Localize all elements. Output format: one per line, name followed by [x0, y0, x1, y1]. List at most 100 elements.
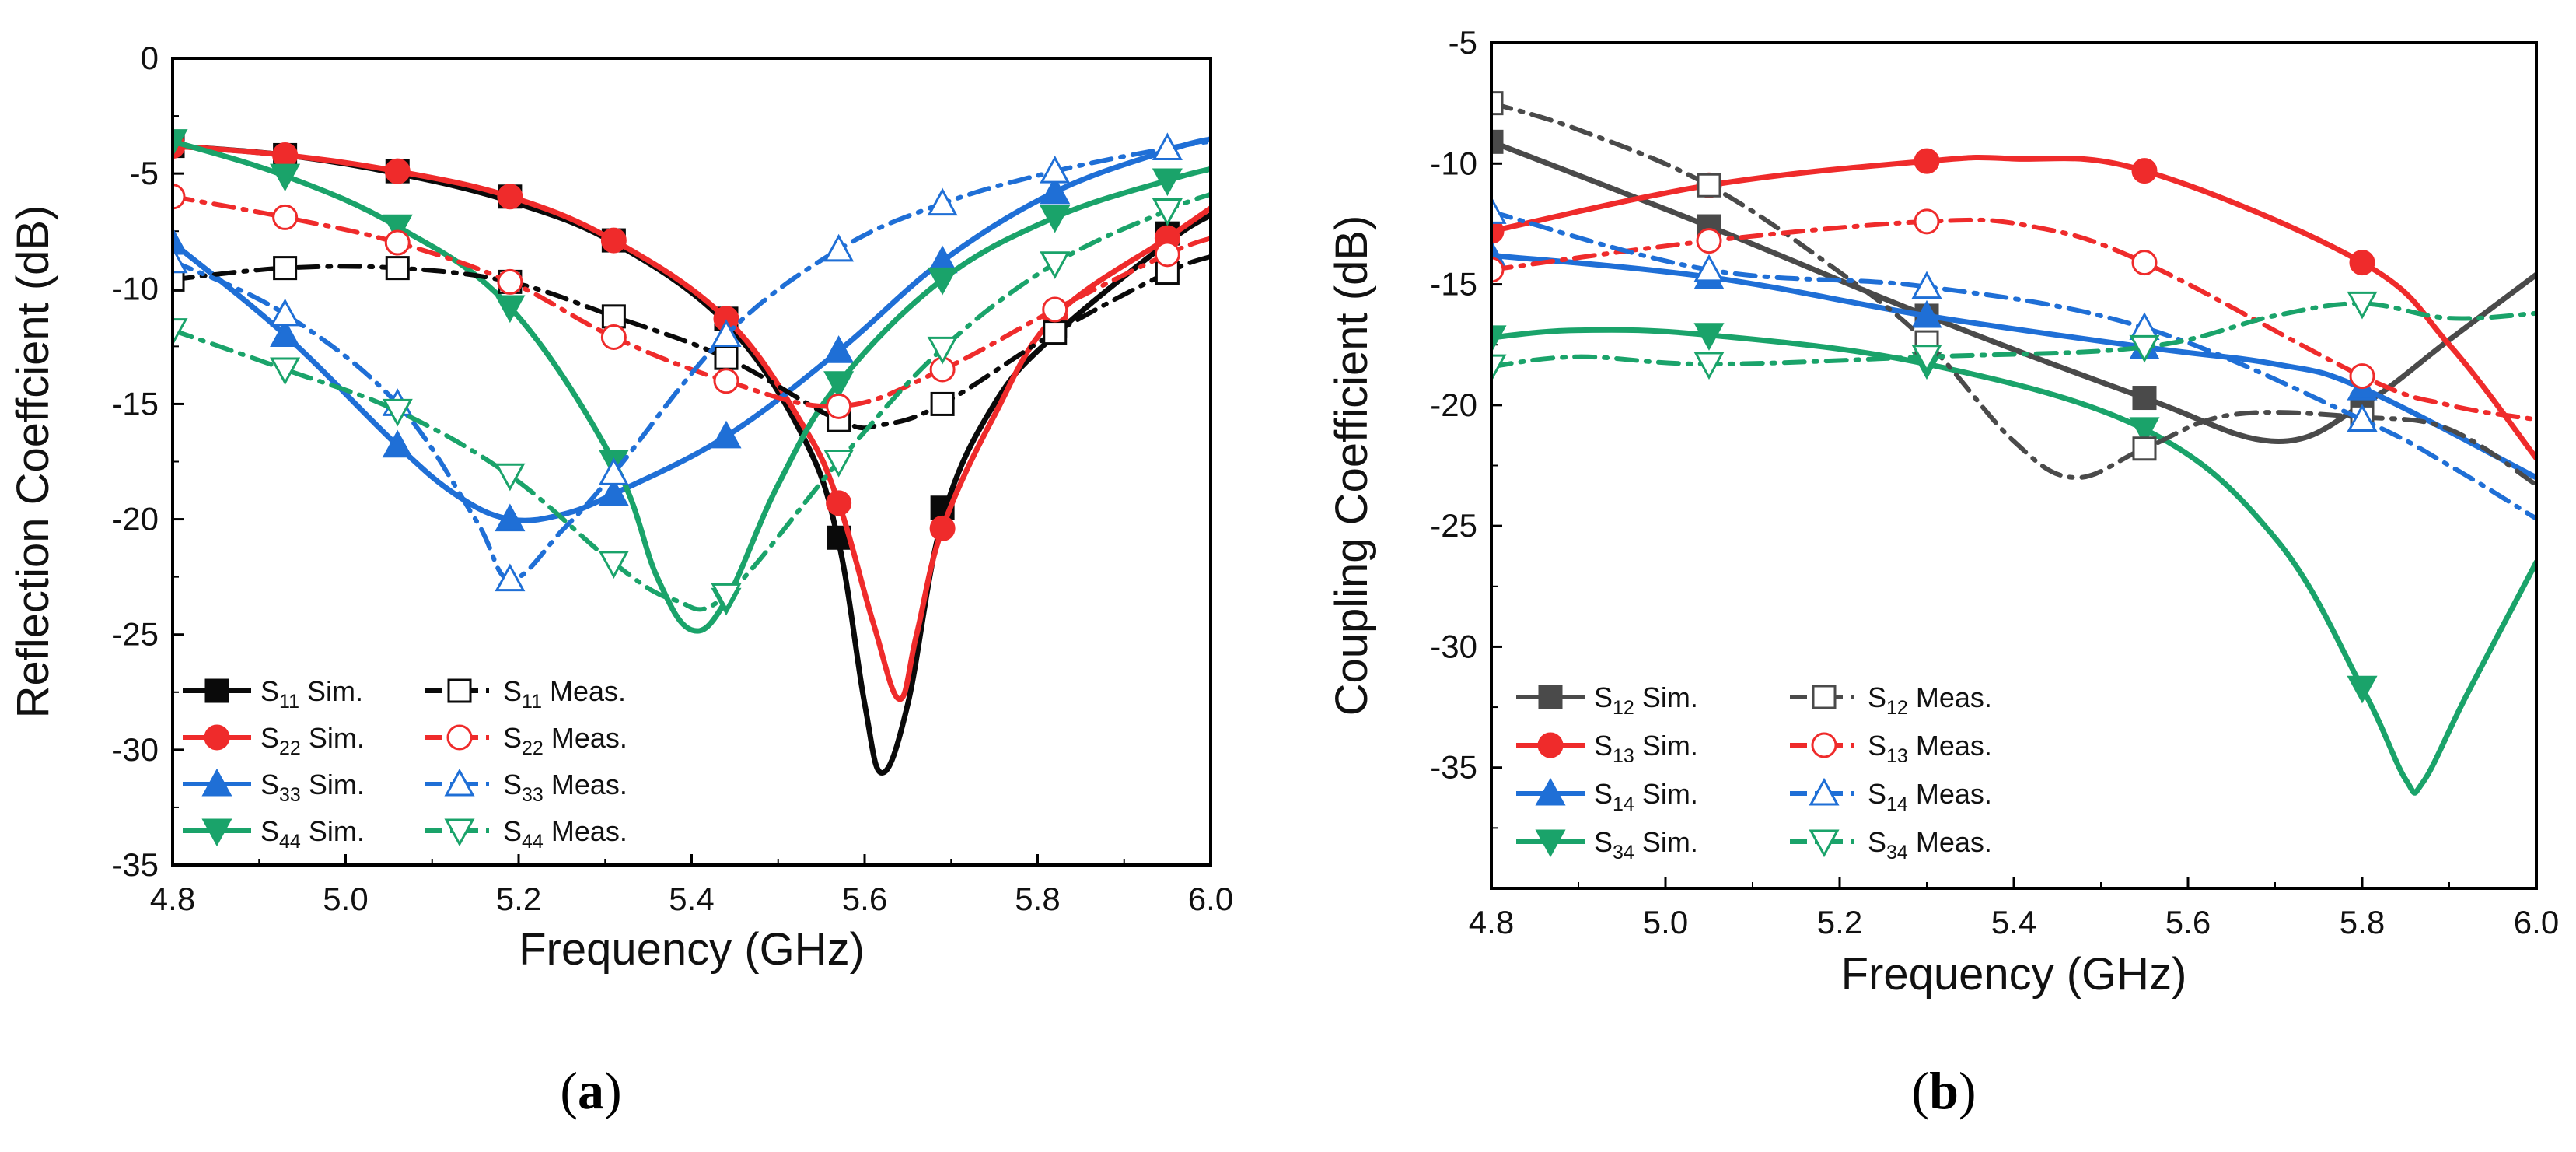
marker-s34sim — [1491, 325, 1507, 354]
marker-s44meas — [270, 357, 301, 386]
marker-s22meas — [384, 229, 411, 256]
marker-s33meas — [711, 319, 742, 348]
legend-marker-s33meas — [444, 768, 475, 797]
marker-s11meas — [930, 391, 955, 416]
marker-s12meas — [2132, 436, 2157, 461]
y-tick-label: -20 — [1430, 387, 1477, 423]
marker-s22meas — [826, 393, 852, 419]
series-line-s34sim — [1491, 327, 2536, 796]
x-tick-label: 4.8 — [150, 881, 195, 917]
x-axis-title: Frequency (GHz) — [519, 924, 865, 975]
marker-s34meas — [2129, 334, 2160, 363]
x-tick-label: 5.6 — [842, 881, 887, 917]
x-tick-label: 4.8 — [1469, 904, 1514, 940]
marker-s22meas — [272, 204, 299, 230]
y-tick-label: -15 — [111, 385, 159, 422]
marker-s22meas — [600, 324, 627, 351]
legend-marker-s33sim — [201, 768, 232, 797]
x-tick-label: 5.8 — [1015, 881, 1060, 917]
y-tick-label: 0 — [141, 40, 159, 76]
panel-b: 4.8 5.0 5.2 5.4 5.6 5.8 6.0 -5 -10 -15 -20 -25 -30 -3… — [1326, 24, 2559, 1120]
legend-label-s33sim: S33 Sim. — [260, 769, 365, 806]
legend-marker-s11meas — [447, 678, 472, 703]
marker-s22meas — [1042, 296, 1068, 323]
marker-s33sim — [598, 478, 629, 506]
legend-label-s44sim: S44 Sim. — [260, 815, 365, 853]
x-tick-label: 5.2 — [496, 881, 541, 917]
marker-s12sim — [2132, 386, 2157, 411]
series-line-s14meas — [1491, 209, 2536, 521]
marker-s13sim — [2131, 158, 2158, 184]
marker-s44meas — [1040, 251, 1071, 279]
x-tick-label: 5.6 — [2165, 904, 2211, 940]
legend-label-s14meas: S14 Meas. — [1868, 778, 1992, 815]
marker-s13meas — [2349, 363, 2375, 390]
marker-s22sim — [600, 227, 627, 254]
legend-label-s13sim: S13 Sim. — [1594, 730, 1698, 767]
x-tick-label: 5.0 — [1643, 904, 1688, 940]
marker-s33sim — [270, 319, 301, 348]
marker-s22sim — [272, 142, 299, 168]
marker-s44sim — [1040, 205, 1071, 233]
marker-s33meas — [823, 233, 855, 262]
marker-s14sim — [1911, 299, 1942, 328]
legend-marker-s11sim — [204, 678, 229, 703]
legend-marker-s34meas — [1809, 829, 1840, 858]
marker-s22meas — [713, 368, 739, 394]
series-group — [173, 129, 1211, 776]
legend-label-s34sim: S34 Sim. — [1594, 826, 1698, 863]
marker-s44sim — [927, 267, 958, 296]
marker-s13meas — [2131, 250, 2158, 276]
marker-s11meas — [173, 267, 185, 292]
x-tick-label: 6.0 — [2514, 904, 2559, 940]
marker-s11meas — [385, 256, 410, 281]
legend-marker-s12sim — [1538, 685, 1563, 709]
marker-s44meas — [382, 398, 413, 427]
x-tick-label: 5.2 — [1817, 904, 1862, 940]
marker-s44meas — [927, 336, 958, 365]
marker-s13meas — [1914, 208, 1940, 235]
legend-marker-s22sim — [204, 724, 230, 751]
panel-label: (a) — [560, 1061, 621, 1120]
legend-marker-s22meas — [446, 724, 473, 751]
y-tick-label: -10 — [111, 270, 159, 306]
marker-s11meas — [714, 345, 739, 370]
marker-s34meas — [1911, 345, 1942, 373]
marker-s44sim — [382, 214, 413, 243]
x-tick-label: 5.4 — [1991, 904, 2036, 940]
y-tick-label: -5 — [130, 155, 159, 191]
marker-s14meas — [1693, 254, 1725, 282]
marker-s44sim — [823, 371, 855, 399]
legend-marker-s14meas — [1809, 777, 1840, 806]
panel-label: (b) — [1911, 1061, 1976, 1120]
legend-marker-s44sim — [201, 818, 232, 847]
marker-s33sim — [382, 429, 413, 458]
legend-marker-s34sim — [1535, 829, 1566, 858]
marker-s34meas — [2347, 291, 2378, 320]
marker-s12meas — [1697, 173, 1721, 198]
marker-s33sim — [173, 226, 188, 255]
y-tick-label: -30 — [1430, 628, 1477, 664]
marker-s11meas — [601, 304, 626, 329]
marker-s33meas — [1040, 156, 1071, 184]
marker-s22meas — [173, 184, 186, 210]
marker-s13sim — [2349, 250, 2375, 276]
marker-s33meas — [173, 245, 188, 274]
legend: S11 Sim. S22 Sim. S33 Sim. S44 Sim. S11 Meas… — [183, 675, 627, 853]
x-tick-label: 6.0 — [1188, 881, 1233, 917]
legend-label-s22sim: S22 Sim. — [260, 722, 365, 759]
plot-frame — [171, 57, 1212, 867]
series-group — [1491, 91, 2536, 796]
marker-s11meas — [273, 256, 298, 281]
series-line-s11sim — [173, 143, 1211, 776]
marker-s44meas — [495, 463, 526, 492]
legend-marker-s13sim — [1537, 732, 1564, 758]
marker-s44meas — [173, 318, 188, 346]
marker-s22sim — [497, 184, 523, 210]
x-tick-label: 5.8 — [2340, 904, 2385, 940]
series-line-s33sim — [173, 136, 1211, 523]
y-tick-label: -25 — [1430, 507, 1477, 544]
y-tick-label: -35 — [1430, 749, 1477, 786]
